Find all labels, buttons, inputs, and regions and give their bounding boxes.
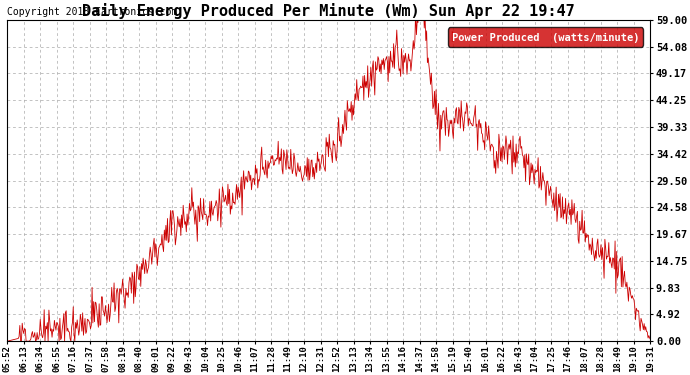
Text: Copyright 2018 Cartronics.com: Copyright 2018 Cartronics.com	[8, 7, 177, 17]
Legend: Power Produced  (watts/minute): Power Produced (watts/minute)	[448, 27, 644, 47]
Title: Daily Energy Produced Per Minute (Wm) Sun Apr 22 19:47: Daily Energy Produced Per Minute (Wm) Su…	[83, 3, 575, 19]
